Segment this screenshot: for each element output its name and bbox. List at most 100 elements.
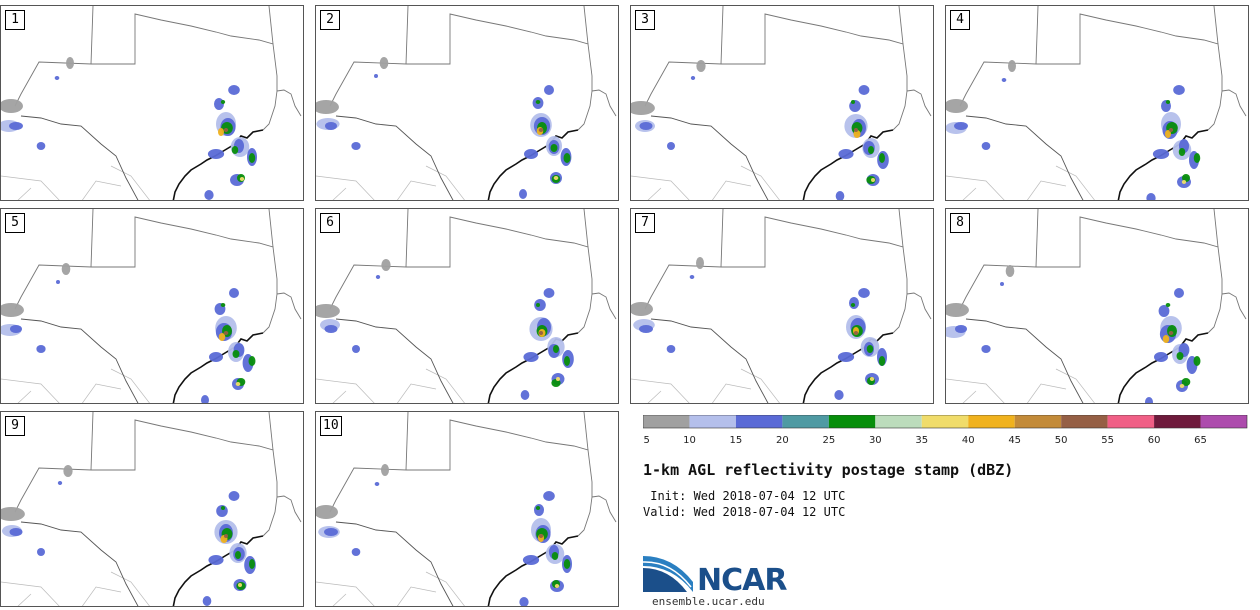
ncar-logo-icon <box>643 556 693 592</box>
panel-number-label: 6 <box>320 213 340 233</box>
border-line <box>335 115 454 200</box>
reflectivity-cell <box>1005 265 1015 277</box>
reflectivity-cell <box>66 57 74 69</box>
county-boundary <box>962 187 977 200</box>
state-boundary <box>276 292 302 320</box>
reflectivity-cell <box>249 559 255 569</box>
reflectivity-cell <box>981 345 991 353</box>
reflectivity-cell <box>204 190 214 200</box>
colorbar-tick-label: 45 <box>1008 435 1021 446</box>
colorbar-segment <box>1061 415 1108 428</box>
colorbar-segment <box>968 415 1015 428</box>
reflectivity-cell <box>666 345 676 353</box>
coastline <box>802 332 894 403</box>
reflectivity-cell <box>866 345 874 353</box>
reflectivity-cell <box>229 288 239 298</box>
coastline <box>802 129 894 200</box>
reflectivity-cell <box>879 153 885 163</box>
state-boundary <box>91 13 278 91</box>
panel-number-label: 4 <box>950 10 970 30</box>
reflectivity-cell <box>228 85 240 95</box>
reflectivity-cell <box>946 99 968 113</box>
county-boundary <box>946 175 1005 200</box>
reflectivity-cell <box>551 552 559 560</box>
border-line <box>20 115 139 200</box>
reflectivity-cell <box>981 142 991 150</box>
reflectivity-cell <box>1168 128 1174 132</box>
state-boundary <box>406 13 593 91</box>
reflectivity-map <box>316 6 617 200</box>
colorbar-segment <box>782 415 829 428</box>
colorbar-outline <box>643 415 1248 429</box>
reflectivity-cell <box>324 528 338 536</box>
panel-number-label: 8 <box>950 213 970 233</box>
reflectivity-cell <box>834 390 844 400</box>
panel-number-label: 10 <box>320 416 342 436</box>
reflectivity-cell <box>208 555 224 565</box>
reflectivity-cell <box>223 128 229 132</box>
coastline <box>487 535 579 606</box>
county-boundary <box>1055 165 1095 200</box>
border-line <box>650 318 769 403</box>
reflectivity-cell <box>954 122 968 130</box>
website-text: ensemble.ucar.edu <box>652 595 765 608</box>
state-boundary <box>268 209 274 248</box>
colorbar-segment <box>643 415 690 428</box>
colorbar-tick-label: 60 <box>1148 435 1161 446</box>
reflectivity-cell <box>631 302 653 316</box>
reflectivity-cell <box>1181 180 1187 184</box>
county-boundary <box>316 581 375 606</box>
reflectivity-cell <box>232 350 240 358</box>
state-boundary <box>577 90 593 131</box>
reflectivity-cell <box>853 331 859 335</box>
member-panel-6: 6 <box>315 208 619 404</box>
reflectivity-cell <box>351 548 361 556</box>
reflectivity-cell <box>538 128 544 132</box>
state-boundary <box>721 13 908 91</box>
state-boundary <box>262 90 278 131</box>
reflectivity-cell <box>878 356 886 366</box>
colorbar-segment <box>1154 415 1201 428</box>
border-line <box>965 115 1084 200</box>
reflectivity-cell <box>690 76 696 80</box>
reflectivity-cell <box>61 263 71 275</box>
coastline <box>172 535 264 606</box>
reflectivity-cell <box>9 122 23 130</box>
state-boundary <box>14 209 94 310</box>
reflectivity-cell <box>57 481 63 485</box>
reflectivity-cell <box>1167 325 1177 337</box>
county-boundary <box>631 175 690 200</box>
reflectivity-cell <box>553 345 559 353</box>
reflectivity-cell <box>851 100 855 104</box>
reflectivity-map <box>631 209 932 403</box>
state-boundary <box>583 209 589 248</box>
reflectivity-map <box>316 209 617 403</box>
state-boundary <box>276 495 302 523</box>
border-line <box>335 318 454 403</box>
state-boundary <box>959 6 1039 107</box>
reflectivity-cell <box>850 303 856 307</box>
reflectivity-cell <box>524 149 538 159</box>
reflectivity-cell <box>1154 352 1168 362</box>
reflectivity-cell <box>231 146 239 154</box>
state-boundary <box>14 412 94 513</box>
reflectivity-cell <box>946 303 969 317</box>
state-boundary <box>583 412 589 451</box>
reflectivity-cell <box>374 482 380 486</box>
reflectivity-cell <box>1173 85 1185 95</box>
reflectivity-cell <box>1 303 24 317</box>
state-boundary <box>406 216 593 294</box>
reflectivity-cell <box>374 74 378 78</box>
reflectivity-cell <box>214 98 224 110</box>
state-boundary <box>898 6 904 45</box>
reflectivity-cell <box>220 303 226 307</box>
county-boundary <box>332 390 347 403</box>
colorbar-segment <box>1014 415 1062 428</box>
state-boundary <box>329 6 409 107</box>
reflectivity-cell <box>554 584 560 588</box>
state-boundary <box>268 412 274 451</box>
county-boundary <box>1 175 60 200</box>
reflectivity-cell <box>1162 335 1170 343</box>
state-boundary <box>591 89 617 117</box>
panel-number-label: 1 <box>5 10 25 30</box>
